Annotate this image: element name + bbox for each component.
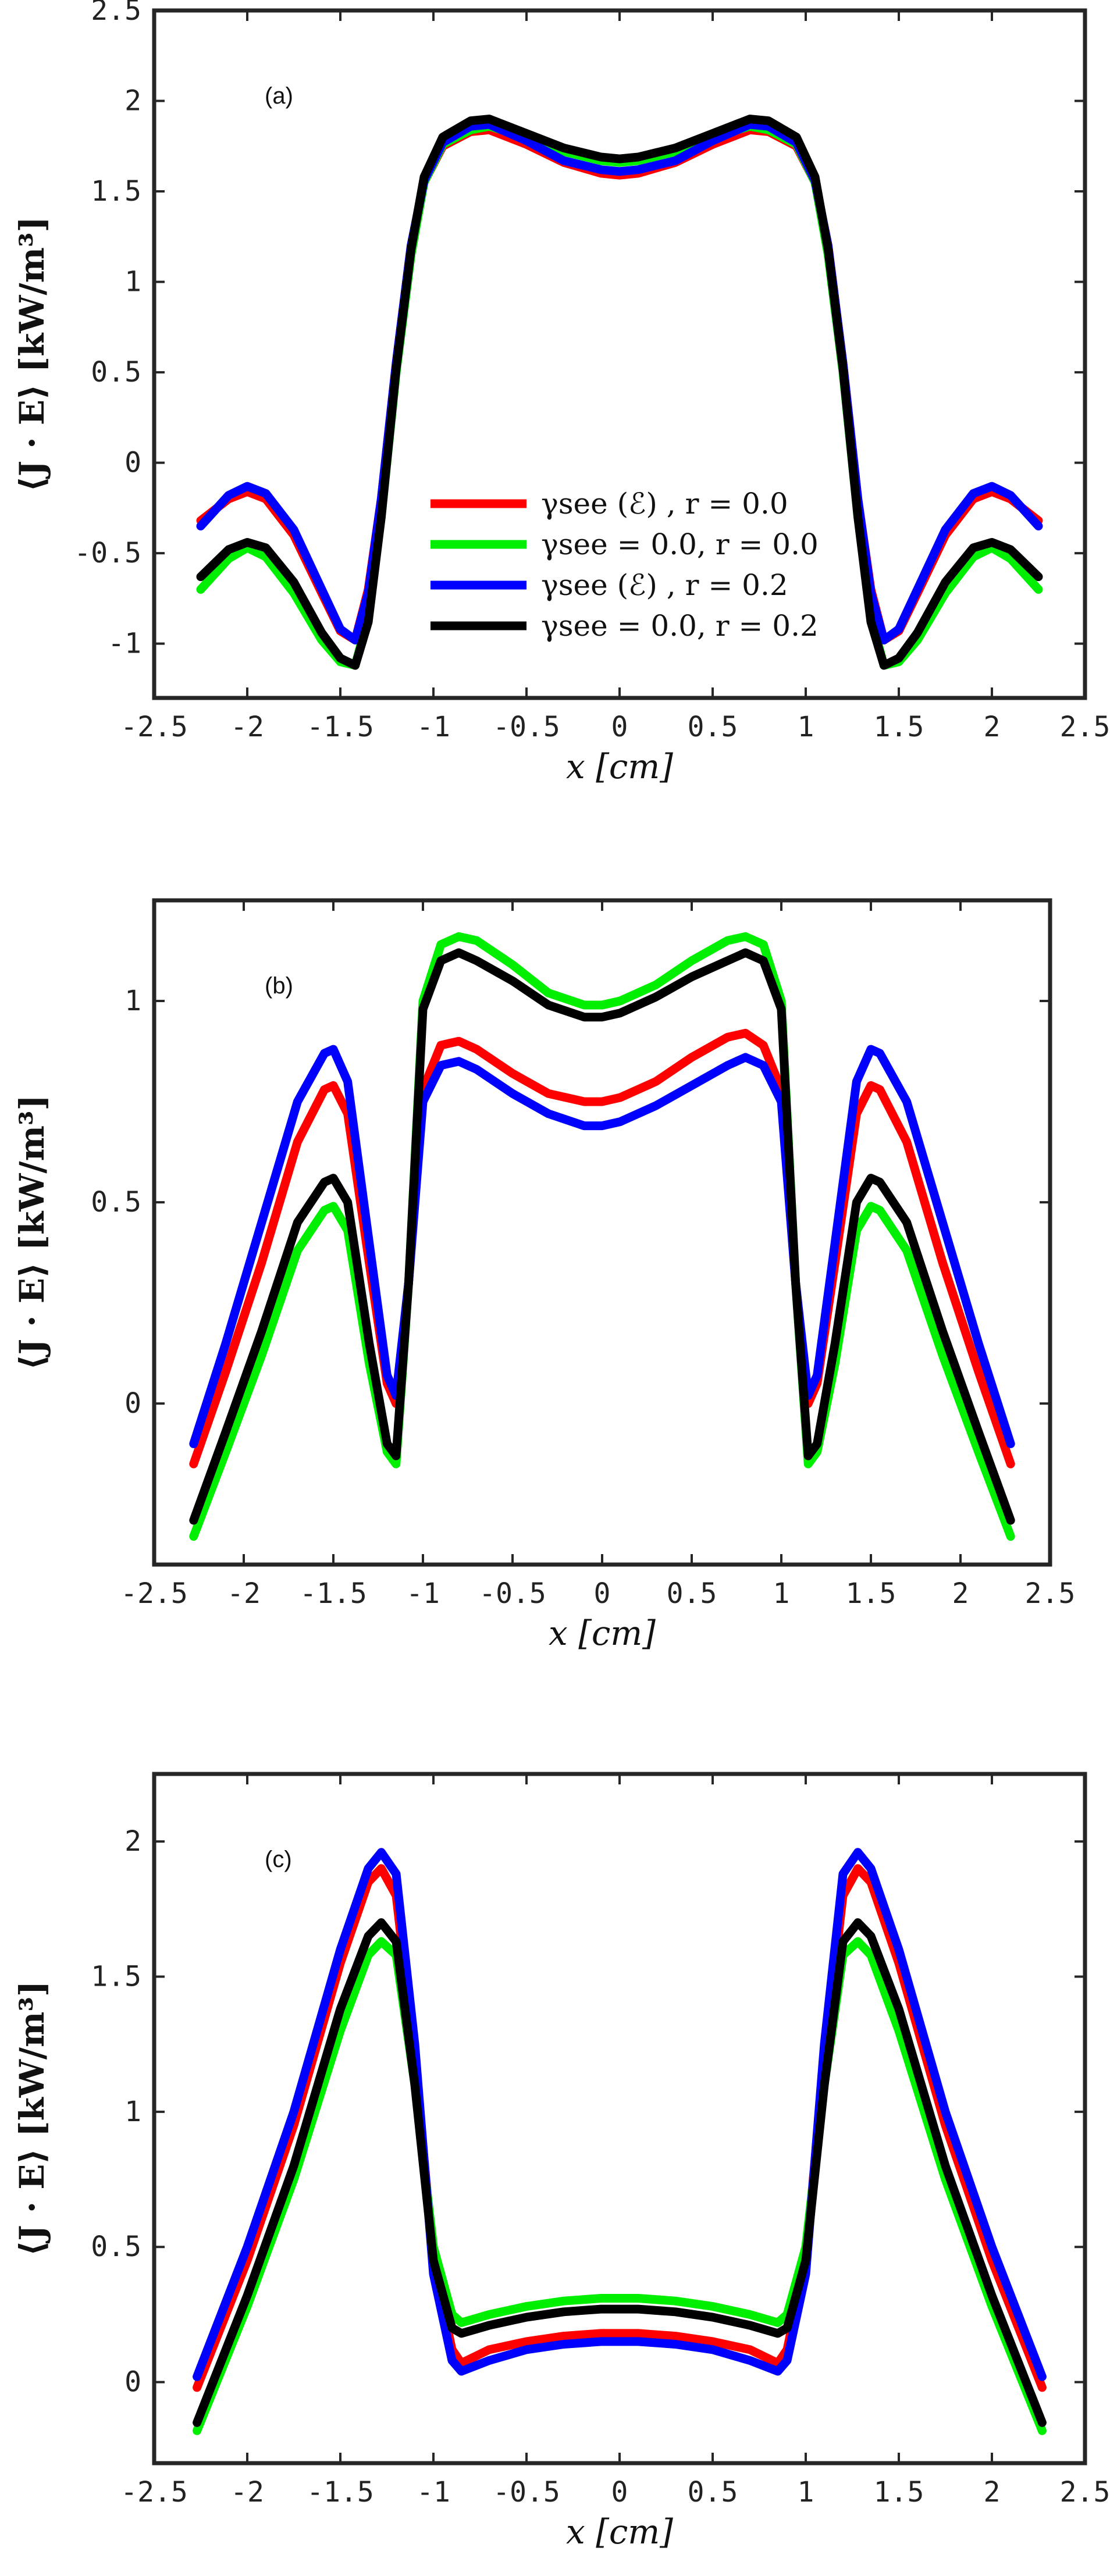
x-tick-label: -1.5 [307,2476,374,2509]
x-axis-label: x [cm] [566,2512,673,2552]
x-tick-label: 1.5 [846,1577,896,1610]
y-tick-label: 1 [124,2096,141,2128]
x-tick-label: 1 [773,1577,790,1610]
x-tick-label: 1.5 [874,2476,924,2509]
y-axis-label: ⟨J · E⟩ [kW/m³] [12,1981,52,2257]
panel-label: (b) [265,973,293,999]
x-tick-label: -1 [417,2476,450,2509]
x-tick-label: 2 [984,711,1001,743]
x-tick-label: -2 [230,2476,264,2509]
chart-panel: -2.5 -2 -1.5 -1 -0.5 0 0.5 1 1.5 2 2.5 0 0.5 1 1.5 2 x [… [12,1772,1110,2552]
x-tick-label: 1 [798,711,814,743]
y-tick-label: 2 [124,85,141,117]
y-tick-label: 1 [124,266,141,298]
y-tick-label: 0 [124,1387,141,1420]
series-line [193,1848,1047,2381]
legend-entry: γsee (ℰ) , r = 0.2 [541,568,788,602]
panel-label: (a) [265,83,293,109]
y-tick-label: 0 [124,2366,141,2399]
x-tick-label: 2 [984,2476,1001,2509]
x-tick-label: -1 [417,711,450,743]
x-tick-label: -2.5 [120,2476,188,2509]
x-tick-label: 0.5 [667,1577,717,1610]
x-tick-label: -2 [230,711,264,743]
series-line [189,1045,1015,1448]
chart-panel: -2.5 -2 -1.5 -1 -0.5 0 0.5 1 1.5 2 2.5 0 0.5 1 x [cm] ⟨… [12,898,1076,1653]
series-line [196,120,1043,644]
x-tick-label: 0 [594,1577,611,1610]
y-axis-label: ⟨J · E⟩ [kW/m³] [12,216,52,492]
y-tick-label: 1 [124,985,141,1017]
x-tick-label: -0.5 [493,711,560,743]
x-tick-label: -2.5 [120,1577,188,1610]
y-tick-label: 0.5 [91,2231,141,2263]
y-axis-label: ⟨J · E⟩ [kW/m³] [12,1095,52,1370]
x-tick-label: 1.5 [874,711,924,743]
y-tick-label: 0 [124,447,141,479]
legend-entry: γsee (ℰ) , r = 0.0 [541,487,788,521]
y-tick-label: 2.5 [91,0,141,27]
x-tick-label: 0 [611,2476,628,2509]
legend: γsee (ℰ) , r = 0.0 γsee = 0.0, r = 0.0 γse… [431,487,819,643]
series-line [189,948,1015,1525]
y-tick-label: 0.5 [91,1186,141,1218]
series-line [193,1937,1047,2435]
x-tick-label: 2.5 [1060,2476,1110,2509]
panel-label: (c) [265,1847,292,1872]
x-tick-label: 0.5 [688,711,738,743]
chart-panel: -2.5 -2 -1.5 -1 -0.5 0 0.5 1 1.5 2 2.5 -1 -0.5 0 0.5 1 1… [12,0,1110,786]
x-tick-label: 0.5 [688,2476,738,2509]
x-tick-label: 2.5 [1060,711,1110,743]
x-axis-label: x [cm] [549,1613,656,1653]
legend-entry: γsee = 0.0, r = 0.0 [541,528,819,561]
x-tick-label: 0 [611,711,628,743]
x-tick-label: -1 [406,1577,440,1610]
y-tick-label: 1.5 [91,1961,141,1993]
series-line [193,1918,1047,2427]
x-tick-label: 2.5 [1025,1577,1076,1610]
x-tick-label: -2 [227,1577,261,1610]
x-tick-label: -1.5 [307,711,374,743]
series-line [196,115,1043,670]
x-tick-label: 2 [952,1577,969,1610]
x-tick-label: -0.5 [479,1577,546,1610]
y-tick-label: -1 [108,628,141,660]
y-tick-label: 2 [124,1825,141,1858]
y-tick-label: -0.5 [74,537,141,569]
series-line [193,1864,1047,2392]
x-tick-label: -0.5 [493,2476,560,2509]
x-tick-label: 1 [798,2476,814,2509]
x-tick-label: -2.5 [120,711,188,743]
y-tick-label: 0.5 [91,356,141,389]
x-axis-label: x [cm] [566,747,673,786]
x-tick-label: -1.5 [300,1577,367,1610]
legend-entry: γsee = 0.0, r = 0.2 [541,609,819,643]
y-tick-label: 1.5 [91,175,141,208]
